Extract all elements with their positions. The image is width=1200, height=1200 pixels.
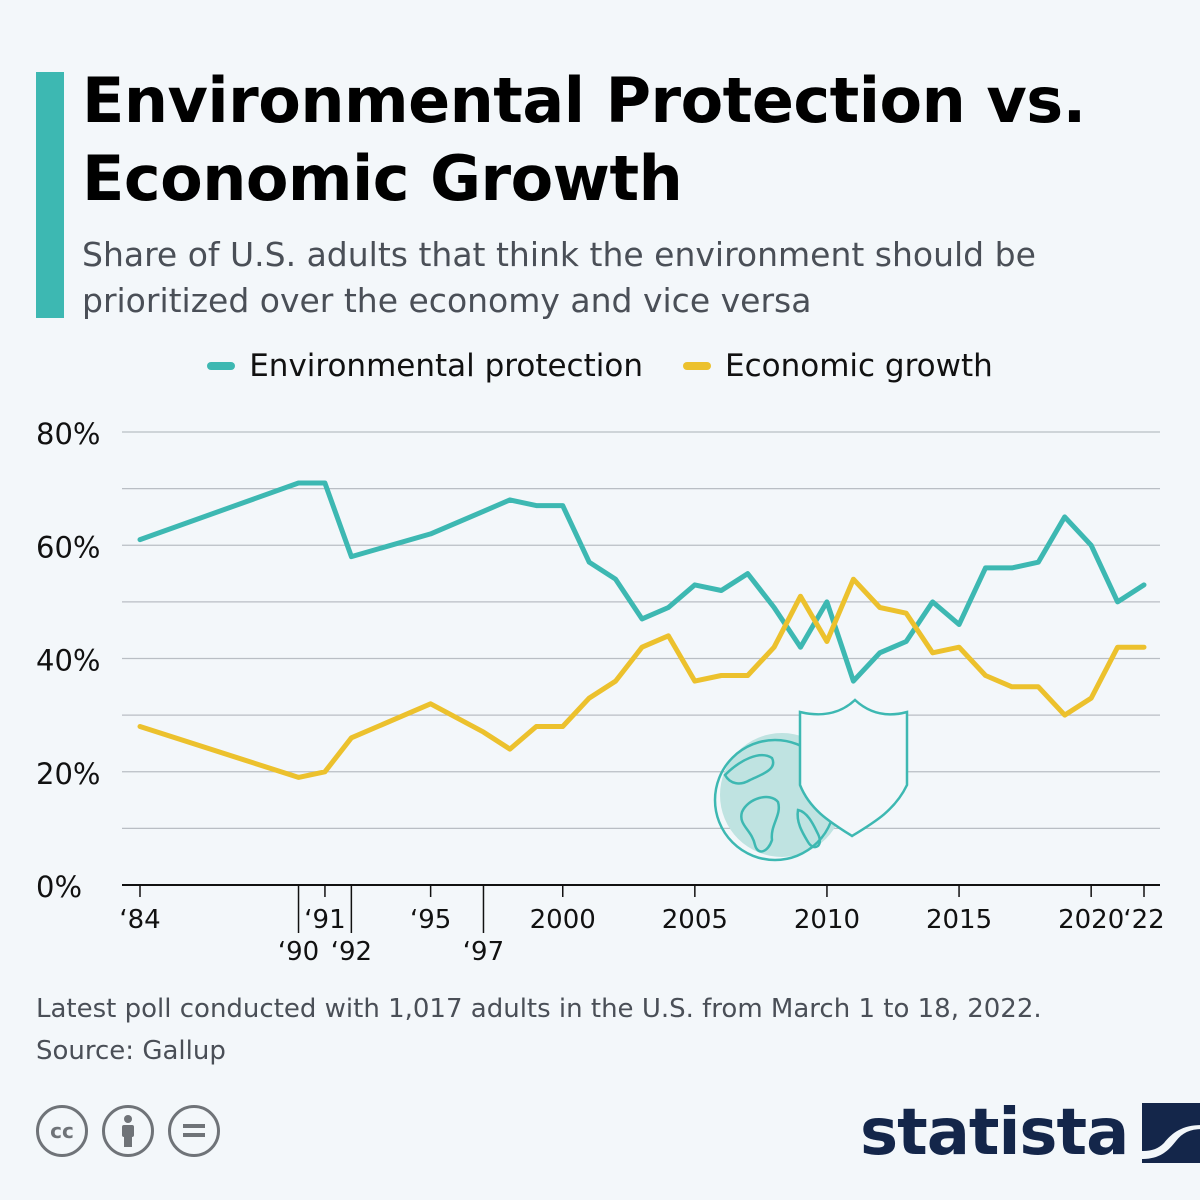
legend-label-environmental: Environmental protection	[249, 348, 643, 384]
license-icons: cc	[36, 1105, 220, 1157]
x-tick-label: ‘22	[1123, 905, 1164, 935]
legend-label-economic: Economic growth	[724, 348, 993, 384]
legend-swatch-economic	[682, 362, 711, 370]
chart-legend: Environmental protection Economic growth	[0, 348, 1200, 384]
legend-swatch-environmental	[207, 362, 236, 370]
page-title: Environmental Protection vs. Economic Gr…	[82, 64, 1086, 215]
shield-icon	[798, 698, 909, 838]
statista-logo[interactable]: statista	[860, 1096, 1200, 1170]
legend-item-economic: Economic growth	[682, 348, 993, 384]
x-tick-label: ‘95	[410, 905, 451, 935]
globe-continent-2	[740, 795, 781, 853]
series-line-economic	[137, 576, 1147, 780]
y-tick-label: 60%	[36, 530, 100, 564]
x-tick-label: 2020	[1058, 905, 1124, 935]
x-tick-label: ‘97	[463, 937, 504, 967]
x-tick-label: 2000	[530, 905, 596, 935]
x-tick-label: 2010	[794, 905, 860, 935]
statista-logo-icon	[1142, 1103, 1200, 1163]
series-line-environmental	[137, 480, 1147, 684]
x-tick-label: 2015	[926, 905, 992, 935]
poll-note: Latest poll conducted with 1,017 adults …	[36, 994, 1042, 1024]
y-tick-label: 40%	[36, 644, 100, 678]
accent-bar	[36, 72, 64, 318]
globe-continent-1	[723, 753, 775, 785]
cc-icon[interactable]: cc	[36, 1105, 88, 1157]
y-tick-label: 80%	[36, 417, 100, 451]
x-tick-label: ‘91	[304, 905, 345, 935]
x-axis: ‘84 ‘90‘91‘92 ‘95 ‘97 2000 2005 2010 2015 2020 ‘2…	[119, 884, 1165, 967]
x-tick-label: ‘90	[278, 937, 319, 967]
globe-shield-illustration	[713, 698, 909, 862]
footnote: Latest poll conducted with 1,017 adults …	[36, 988, 1166, 1072]
attribution-icon[interactable]	[102, 1105, 154, 1157]
chart-series-lines	[137, 480, 1147, 780]
brand-name: statista	[860, 1096, 1129, 1170]
x-tick-label: ‘92	[331, 937, 372, 967]
x-tick-label: ‘84	[119, 905, 160, 935]
y-tick-label: 20%	[36, 757, 100, 791]
page-subtitle: Share of U.S. adults that think the envi…	[82, 235, 1036, 320]
y-axis-ticks: 0% 20% 40% 60% 80%	[36, 417, 100, 904]
chart-gridlines	[122, 431, 1160, 829]
x-tick-label: 2005	[662, 905, 728, 935]
source-note: Source: Gallup	[36, 1036, 226, 1066]
globe-continent-3	[796, 808, 822, 849]
legend-item-environmental: Environmental protection	[207, 348, 643, 384]
y-tick-label: 0%	[36, 870, 82, 904]
line-chart: 0% 20% 40% 60% 80% ‘84 ‘90‘91‘92 ‘95 ‘97 2000 200…	[36, 417, 1165, 967]
no-derivatives-icon[interactable]	[168, 1105, 220, 1157]
